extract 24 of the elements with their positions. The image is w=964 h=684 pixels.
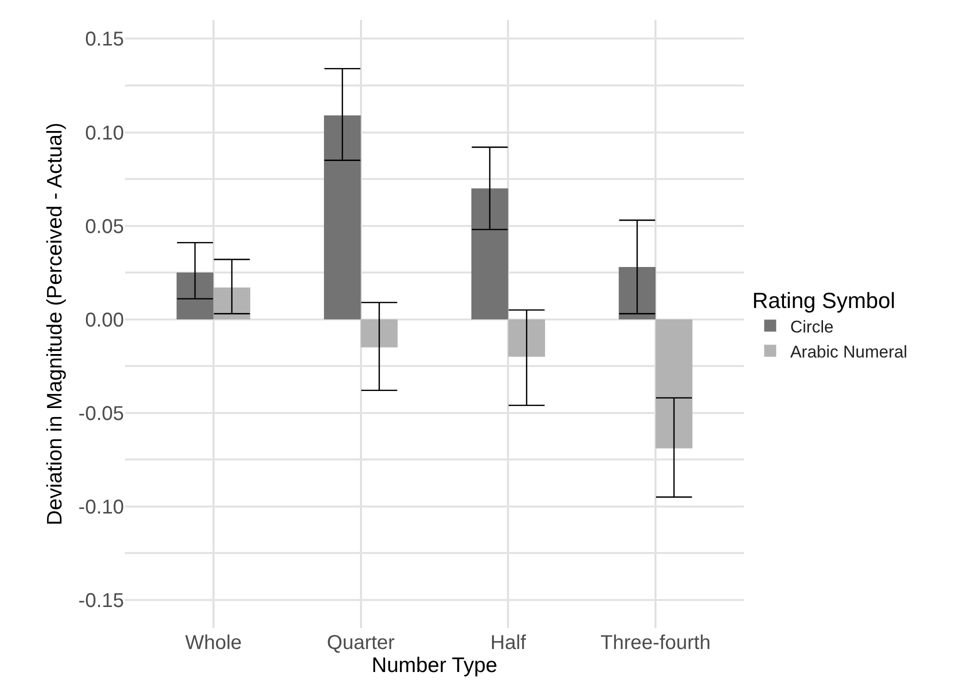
- bar: [656, 319, 692, 448]
- bar: [176, 272, 214, 320]
- legend-label: Circle: [790, 317, 834, 336]
- y-tick-label: -0.05: [78, 402, 124, 425]
- x-tick-label: Half: [490, 632, 526, 654]
- x-tick-label: Three-fourth: [600, 632, 711, 654]
- legend-label: Arabic Numeral: [790, 342, 908, 362]
- y-tick-label: 0.10: [85, 122, 124, 144]
- y-axis-title: Deviation in Magnitude (Perceived - Actual): [44, 122, 67, 526]
- x-tick-label: Quarter: [326, 632, 396, 654]
- bar: [324, 115, 361, 320]
- bar: [213, 288, 250, 320]
- legend-title: Rating Symbol: [752, 288, 896, 314]
- bar: [508, 319, 546, 357]
- y-tick-label: 0.00: [85, 309, 124, 332]
- x-axis-title: Number Type: [372, 654, 498, 678]
- y-tick-label: 0.05: [85, 216, 124, 238]
- bar: [360, 319, 398, 348]
- x-tick-label: Whole: [185, 632, 242, 654]
- y-tick-label: -0.10: [78, 496, 124, 518]
- y-tick-label: -0.15: [78, 590, 124, 612]
- bar: [471, 188, 508, 320]
- bar: [618, 266, 656, 320]
- y-tick-label: 0.15: [85, 28, 124, 51]
